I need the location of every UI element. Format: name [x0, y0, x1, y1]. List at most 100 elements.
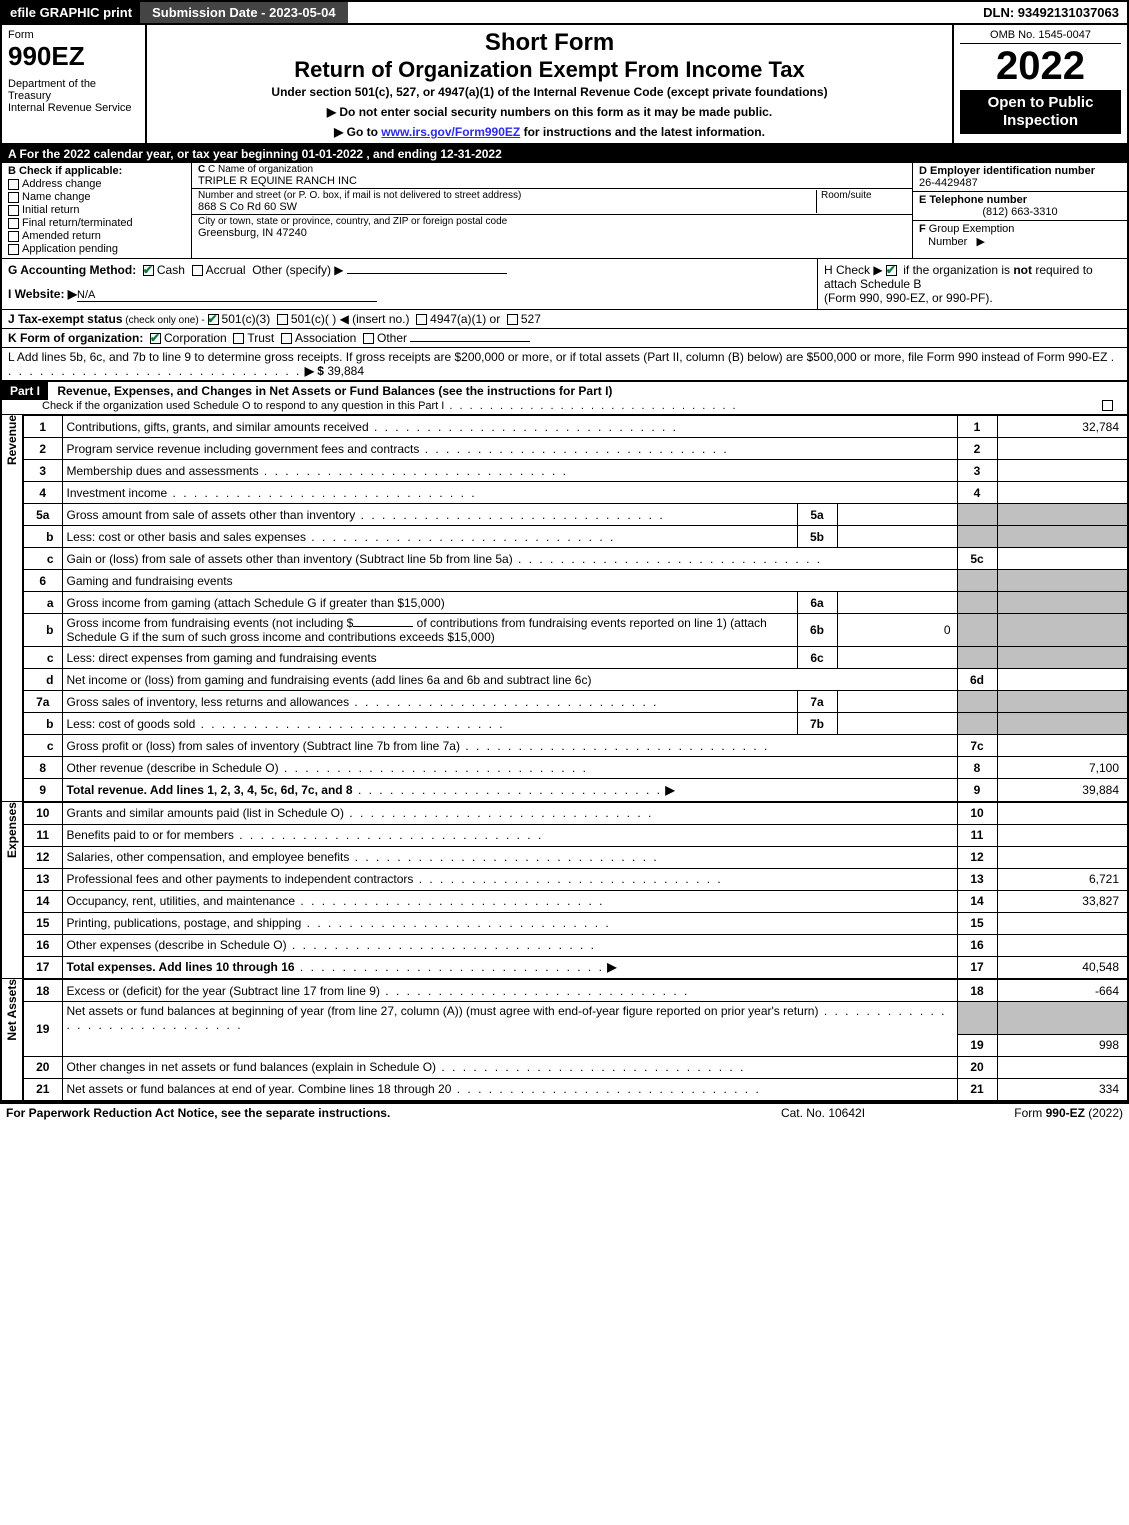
- side-netassets: Net Assets: [2, 979, 24, 1100]
- page-footer: For Paperwork Reduction Act Notice, see …: [0, 1102, 1129, 1122]
- org-street: 868 S Co Rd 60 SW: [198, 201, 816, 213]
- chk-address-change[interactable]: Address change: [8, 178, 185, 190]
- chk-application-pending[interactable]: Application pending: [8, 243, 185, 255]
- line-6d: dNet income or (loss) from gaming and fu…: [24, 669, 1127, 691]
- row-l: L Add lines 5b, 6c, and 7b to line 9 to …: [2, 347, 1127, 380]
- line-9: 9Total revenue. Add lines 1, 2, 3, 4, 5c…: [24, 779, 1127, 801]
- form-number: 990EZ: [8, 41, 139, 72]
- box-b-head: B Check if applicable:: [8, 165, 185, 177]
- chk-other-org[interactable]: [363, 333, 374, 344]
- d-ein: 26-4429487: [919, 177, 1121, 189]
- side-expenses: Expenses: [2, 802, 24, 979]
- row-j: J Tax-exempt status (check only one) - 5…: [2, 309, 1127, 328]
- box-def: D Employer identification number 26-4429…: [912, 163, 1127, 258]
- open-public: Open to Public Inspection: [960, 90, 1121, 134]
- footer-left: For Paperwork Reduction Act Notice, see …: [6, 1106, 723, 1120]
- box-bcdef: B Check if applicable: Address change Na…: [2, 163, 1127, 258]
- expenses-table: 10Grants and similar amounts paid (list …: [24, 802, 1127, 979]
- efile-print[interactable]: efile GRAPHIC print: [2, 2, 140, 23]
- footer-catno: Cat. No. 10642I: [723, 1106, 923, 1120]
- chk-name-change[interactable]: Name change: [8, 191, 185, 203]
- line-15: 15Printing, publications, postage, and s…: [24, 912, 1127, 934]
- e-phone: (812) 663-3310: [919, 206, 1121, 218]
- g-other-line[interactable]: [347, 273, 507, 274]
- g-label: G Accounting Method:: [8, 263, 136, 277]
- chk-amended-return[interactable]: Amended return: [8, 230, 185, 242]
- line-14: 14Occupancy, rent, utilities, and mainte…: [24, 890, 1127, 912]
- header-left: Form 990EZ Department of the Treasury In…: [2, 25, 147, 143]
- line-19: 19Net assets or fund balances at beginni…: [24, 1002, 1127, 1035]
- line-16: 16Other expenses (describe in Schedule O…: [24, 934, 1127, 956]
- netassets-section: Net Assets 18Excess or (deficit) for the…: [2, 978, 1127, 1100]
- chk-accrual[interactable]: [192, 265, 203, 276]
- c-street-label: Number and street (or P. O. box, if mail…: [198, 190, 816, 201]
- revenue-table: 1Contributions, gifts, grants, and simil…: [24, 415, 1127, 801]
- j-sub: (check only one) -: [123, 315, 208, 326]
- row-a-tax-year: A For the 2022 calendar year, or tax yea…: [2, 145, 1127, 163]
- goto-pre: ▶ Go to: [334, 125, 381, 139]
- box-b: B Check if applicable: Address change Na…: [2, 163, 192, 258]
- chk-501c[interactable]: [277, 314, 288, 325]
- org-city: Greensburg, IN 47240: [198, 227, 906, 239]
- chk-4947[interactable]: [416, 314, 427, 325]
- omb-number: OMB No. 1545-0047: [960, 29, 1121, 44]
- f-label: F Group Exemption Number ▶: [919, 223, 1121, 248]
- website-value: N/A: [77, 289, 377, 302]
- h-text4: (Form 990, 990-EZ, or 990-PF).: [824, 291, 993, 305]
- part1-label: Part I: [2, 382, 48, 400]
- chk-initial-return[interactable]: Initial return: [8, 204, 185, 216]
- chk-501c3[interactable]: [208, 314, 219, 325]
- box-g: G Accounting Method: Cash Accrual Other …: [2, 259, 817, 309]
- topbar: efile GRAPHIC print Submission Date - 20…: [2, 2, 1127, 25]
- dln: DLN: 93492131037063: [975, 2, 1127, 23]
- line-5a: 5aGross amount from sale of assets other…: [24, 504, 1127, 526]
- instruction-ssn: ▶ Do not enter social security numbers o…: [155, 105, 944, 119]
- i-label: I Website: ▶: [8, 287, 77, 301]
- expenses-section: Expenses 10Grants and similar amounts pa…: [2, 801, 1127, 979]
- side-revenue: Revenue: [2, 415, 24, 801]
- chk-527[interactable]: [507, 314, 518, 325]
- form-label: Form: [8, 29, 139, 41]
- h-text1: H Check ▶: [824, 263, 883, 277]
- chk-trust[interactable]: [233, 333, 244, 344]
- chk-final-return[interactable]: Final return/terminated: [8, 217, 185, 229]
- chk-cash[interactable]: [143, 265, 154, 276]
- k-other-line[interactable]: [410, 341, 530, 342]
- chk-schedule-o-part1[interactable]: [1102, 400, 1113, 411]
- l-text: L Add lines 5b, 6c, and 7b to line 9 to …: [8, 350, 1107, 364]
- j-label: J Tax-exempt status: [8, 312, 123, 326]
- chk-schedule-b[interactable]: [886, 265, 897, 276]
- goto-post: for instructions and the latest informat…: [520, 125, 765, 139]
- form-header: Form 990EZ Department of the Treasury In…: [2, 25, 1127, 145]
- l-arrow: ▶ $: [305, 364, 324, 378]
- line-8: 8Other revenue (describe in Schedule O)8…: [24, 757, 1127, 779]
- netassets-table: 18Excess or (deficit) for the year (Subt…: [24, 979, 1127, 1100]
- h-not: not: [1013, 263, 1032, 277]
- line-7c: cGross profit or (loss) from sales of in…: [24, 735, 1127, 757]
- form-container: efile GRAPHIC print Submission Date - 20…: [0, 0, 1129, 1102]
- c-name-label: C C Name of organization: [198, 164, 906, 175]
- line-13: 13Professional fees and other payments t…: [24, 868, 1127, 890]
- line-1: 1Contributions, gifts, grants, and simil…: [24, 416, 1127, 438]
- short-form-title: Short Form: [155, 29, 944, 57]
- line-21: 21Net assets or fund balances at end of …: [24, 1078, 1127, 1100]
- line-17: 17Total expenses. Add lines 10 through 1…: [24, 956, 1127, 978]
- line-7a: 7aGross sales of inventory, less returns…: [24, 691, 1127, 713]
- k-label: K Form of organization:: [8, 331, 143, 345]
- line-2: 2Program service revenue including gover…: [24, 438, 1127, 460]
- irs-link[interactable]: www.irs.gov/Form990EZ: [381, 125, 520, 139]
- line-6a: aGross income from gaming (attach Schedu…: [24, 592, 1127, 614]
- line-6b: bGross income from fundraising events (n…: [24, 614, 1127, 647]
- c-room-label: Room/suite: [821, 190, 906, 201]
- header-mid: Short Form Return of Organization Exempt…: [147, 25, 952, 143]
- instruction-goto: ▶ Go to www.irs.gov/Form990EZ for instru…: [155, 125, 944, 139]
- box-c: C C Name of organization TRIPLE R EQUINE…: [192, 163, 912, 258]
- line-11: 11Benefits paid to or for members11: [24, 824, 1127, 846]
- line-4: 4Investment income4: [24, 482, 1127, 504]
- line-6b-amount[interactable]: [353, 626, 413, 627]
- h-text2: if the organization is: [903, 263, 1013, 277]
- footer-right: Form 990-EZ (2022): [923, 1106, 1123, 1120]
- chk-association[interactable]: [281, 333, 292, 344]
- chk-corporation[interactable]: [150, 333, 161, 344]
- row-gh: G Accounting Method: Cash Accrual Other …: [2, 258, 1127, 309]
